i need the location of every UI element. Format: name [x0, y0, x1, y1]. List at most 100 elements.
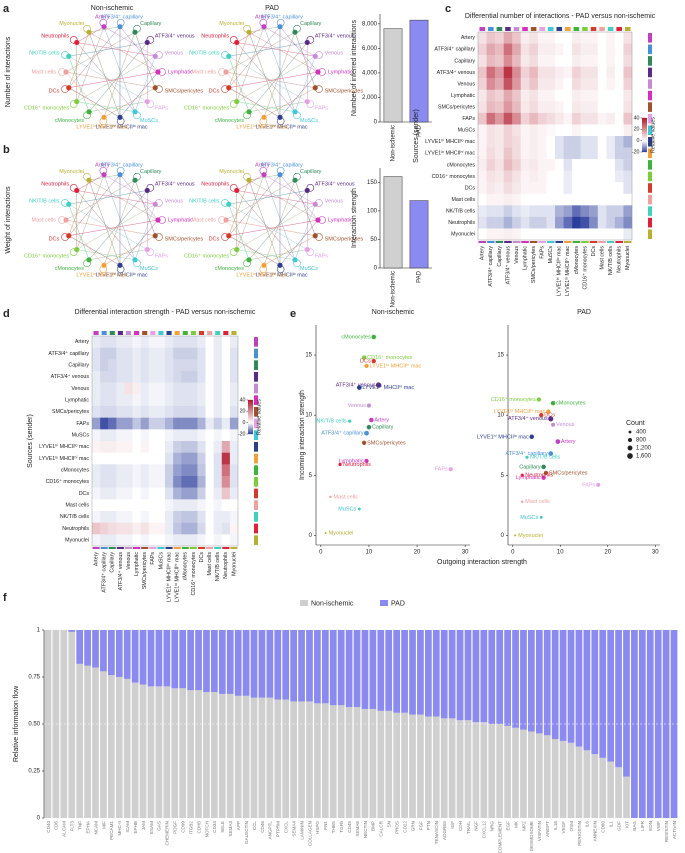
heatmap-cell: [124, 522, 133, 535]
self-loop: [243, 172, 251, 181]
x-tick-label: CD34: [212, 821, 217, 833]
node: [261, 114, 267, 120]
bar-segment: [361, 708, 369, 818]
column-color: [487, 241, 495, 243]
bar-segment: [155, 686, 163, 818]
node-label: cMonocytes: [215, 266, 245, 272]
x-tick-label: MHC-II: [117, 821, 122, 836]
x-tick-label: NECTIN: [363, 821, 368, 838]
x-tick-label: CDH: [458, 821, 463, 831]
edge: [88, 179, 159, 221]
heatmap-cell: [563, 228, 573, 241]
heatmap-cell: [165, 499, 174, 512]
self-loop: [259, 166, 268, 175]
heatmap-cell: [563, 216, 573, 229]
heatmap-cell: [623, 228, 633, 241]
edge: [236, 42, 296, 112]
x-tick-label: CD40: [46, 821, 51, 833]
heatmap-cell: [614, 32, 624, 44]
edge: [225, 71, 316, 88]
heatmap-cell: [546, 43, 556, 56]
x-tick-label: IL6: [585, 821, 590, 828]
point-label: LYVE1ˡᵒ MHCIIʰⁱ mac: [370, 361, 422, 369]
heatmap-cell: [229, 359, 239, 372]
legend-swatch: [300, 600, 308, 606]
column-label: Myonuclei: [231, 552, 237, 576]
heatmap-cell: [92, 511, 101, 523]
heatmap-cell: [495, 89, 504, 102]
heatmap-cell: [537, 216, 547, 229]
row-color: [254, 418, 258, 429]
heatmap-cell: [124, 441, 133, 453]
heatmap-cell: [563, 43, 573, 56]
heatmap-cell: [555, 147, 564, 160]
heatmap-cell: [229, 522, 239, 535]
x-tick-label: IL16: [553, 821, 558, 830]
heatmap-cell: [165, 464, 174, 477]
heatmap-cell: [140, 371, 149, 383]
heatmap-cell: [503, 43, 513, 56]
heatmap-cell: [140, 522, 149, 535]
heatmap-cell: [563, 182, 573, 194]
heatmap-cell: [555, 228, 564, 241]
heatmap-cell: [486, 170, 496, 183]
node-label: Myonuclei: [219, 169, 244, 175]
node-label: DCs: [209, 237, 220, 243]
node-label: LYVE1ˡᵒ MHCIIʰⁱ mac: [76, 271, 128, 279]
heatmap-cell: [140, 452, 149, 465]
heatmap-cell: [156, 452, 166, 465]
heatmap-cell: [189, 371, 198, 383]
heatmap-cell: [221, 522, 231, 535]
heatmap-cell: [229, 347, 239, 360]
x-tick-label: NGF: [474, 821, 479, 831]
edge: [225, 219, 316, 236]
heatmap-cell: [173, 394, 182, 407]
heatmap-cell: [213, 394, 222, 407]
bar-segment: [432, 716, 440, 818]
heatmap-cell: [140, 347, 149, 360]
column-color: [573, 27, 580, 31]
heatmap-cell: [503, 112, 513, 125]
heatmap-cell: [189, 534, 198, 547]
heatmap-cell: [563, 124, 573, 137]
node-label: Venous: [325, 198, 344, 204]
column-label: MuSCs: [548, 246, 554, 264]
colorbar-step: [248, 432, 253, 435]
bar-segment: [218, 693, 226, 818]
heatmap-cell: [614, 136, 624, 148]
heatmap-cell: [589, 136, 598, 148]
heatmap-cell: [580, 182, 590, 194]
bar-segment: [456, 630, 464, 721]
node-label: Artery: [255, 14, 270, 20]
heatmap-cell: [572, 78, 581, 90]
bar-segment: [84, 665, 91, 818]
colorbar-step: [248, 407, 253, 410]
heatmap-cell: [546, 147, 556, 160]
x-tick-label: Non-ischemic: [391, 125, 397, 161]
heatmap-cell: [512, 89, 521, 102]
column-color: [530, 27, 537, 31]
bar-segment: [615, 630, 622, 768]
heatmap-cell: [537, 228, 547, 241]
heatmap-cell: [205, 534, 214, 547]
heatmap-cell: [132, 394, 141, 407]
edge: [68, 71, 159, 88]
column-color: [134, 331, 140, 335]
self-loop: [155, 51, 163, 59]
node: [292, 257, 298, 263]
self-loop: [293, 111, 301, 120]
heatmap-cell: [614, 205, 624, 218]
bar-segment: [575, 746, 583, 818]
colorbar-step: [248, 422, 253, 424]
heatmap-cell: [546, 124, 556, 137]
column-label: DCs: [199, 552, 205, 563]
bar-segment: [179, 630, 187, 689]
edge: [76, 204, 156, 250]
heatmap-cell: [529, 170, 539, 183]
row-color: [254, 395, 258, 405]
heatmap-cell: [529, 228, 539, 241]
edge: [225, 31, 296, 73]
edge: [263, 180, 296, 266]
heatmap-cell: [529, 66, 539, 79]
size-legend-dot: [627, 445, 633, 451]
